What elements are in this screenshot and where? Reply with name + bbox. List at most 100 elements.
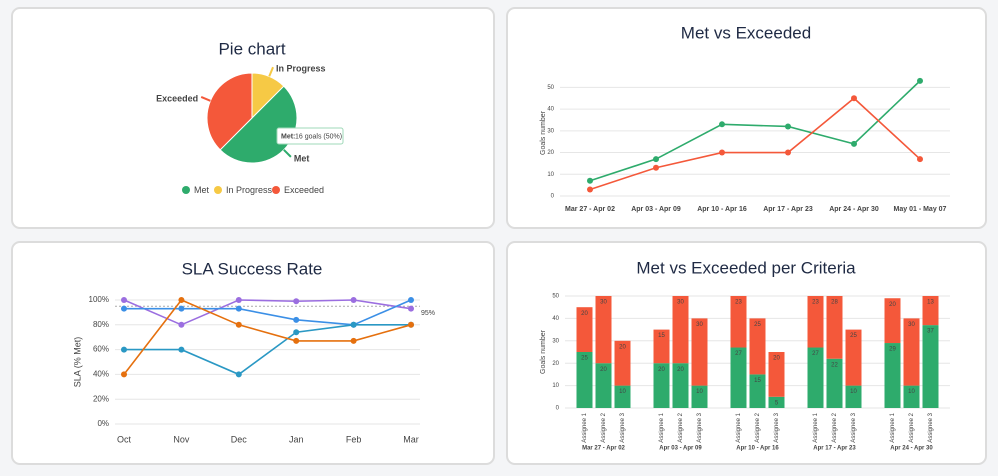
tooltip	[276, 127, 344, 145]
series-line	[589, 80, 921, 182]
group-label: Apr 03 - Apr 09	[659, 446, 702, 452]
data-label: 10	[850, 389, 857, 395]
x-tick-label: Assignee 2	[832, 412, 838, 442]
data-point	[350, 321, 357, 328]
data-label: 20	[677, 367, 684, 373]
slice-label: In Progress	[276, 64, 326, 74]
x-tick-label: Apr 17 - Apr 23	[763, 206, 813, 213]
bar-segment	[576, 352, 593, 408]
data-label: 13	[927, 300, 934, 306]
data-point	[235, 305, 242, 312]
bar-segment	[922, 296, 939, 326]
series-line	[123, 299, 412, 375]
leader-line	[200, 96, 211, 102]
legend-label: Met	[194, 185, 210, 195]
data-label: 22	[831, 362, 838, 368]
bar-segment	[807, 296, 824, 348]
x-tick-label: Mar	[403, 434, 419, 444]
data-label: 30	[677, 300, 684, 306]
bar-segment	[691, 318, 708, 386]
data-label: 23	[812, 300, 819, 306]
bar-segment	[749, 374, 766, 408]
data-point	[785, 123, 791, 130]
data-point	[121, 297, 127, 303]
group-label: Apr 24 - Apr 30	[890, 446, 933, 452]
data-point	[408, 305, 414, 312]
bar-segment	[730, 296, 747, 348]
x-tick-label: Jan	[289, 434, 304, 444]
bar-segment	[807, 347, 824, 408]
data-label: 37	[927, 329, 934, 335]
x-tick-label: Oct	[117, 434, 132, 444]
bar-segment	[922, 325, 939, 408]
x-tick-label: Apr 03 - Apr 09	[631, 206, 681, 213]
y-tick-label: 40	[547, 107, 554, 113]
panel	[506, 7, 987, 229]
bar-segment	[826, 296, 843, 359]
bar-segment	[595, 363, 612, 408]
bar-segment	[884, 298, 901, 344]
data-label: 10	[696, 389, 703, 395]
x-tick-label: Assignee 3	[697, 412, 703, 442]
data-point	[178, 346, 185, 353]
x-tick-label: Assignee 2	[755, 412, 761, 442]
data-label: 20	[658, 367, 665, 373]
bar-segment	[672, 363, 689, 408]
data-point	[293, 316, 300, 323]
y-tick-label: 0	[551, 194, 555, 200]
pie-slice	[206, 72, 253, 151]
data-label: 30	[908, 322, 915, 328]
x-tick-label: Nov	[173, 434, 190, 444]
chart-title: Met vs Exceeded	[681, 23, 811, 42]
y-tick-label: 40	[552, 316, 559, 322]
y-tick-label: 50	[552, 294, 559, 300]
data-point	[121, 346, 127, 353]
y-tick-label: 0%	[97, 419, 109, 428]
bar-segment	[653, 329, 670, 364]
data-point	[587, 177, 593, 184]
group-label: Apr 17 - Apr 23	[813, 446, 856, 452]
x-tick-label: Apr 24 - Apr 30	[829, 206, 879, 213]
x-tick-label: Feb	[346, 434, 362, 444]
series-line	[589, 97, 921, 191]
series-line	[124, 299, 412, 326]
bar-segment	[614, 385, 631, 408]
y-tick-label: 20%	[93, 394, 109, 403]
series-line	[123, 299, 412, 326]
data-point	[851, 95, 857, 102]
legend-label: In Progress	[226, 185, 273, 195]
data-point	[178, 305, 185, 312]
panel	[11, 241, 495, 465]
data-label: 25	[850, 333, 857, 339]
legend-swatch	[214, 186, 222, 194]
leader-line	[283, 149, 292, 158]
data-point	[350, 297, 357, 303]
y-axis-label: Goals number	[540, 110, 547, 155]
data-label: 20	[600, 367, 607, 373]
x-tick-label: Assignee 3	[928, 412, 934, 442]
bar-segment	[903, 385, 920, 408]
x-tick-label: Assignee 2	[678, 412, 684, 442]
data-point	[408, 321, 414, 328]
x-tick-label: Assignee 1	[582, 412, 588, 442]
slice-label: Exceeded	[156, 93, 198, 103]
legend-label: Exceeded	[284, 185, 324, 195]
data-label: 5	[775, 400, 779, 406]
x-tick-label: Dec	[231, 434, 248, 444]
x-tick-label: Assignee 2	[601, 412, 607, 442]
y-tick-label: 20	[547, 150, 554, 156]
y-tick-label: 0	[556, 406, 560, 412]
y-tick-label: 30	[547, 128, 554, 134]
bar-segment	[672, 296, 689, 364]
data-label: 15	[658, 333, 665, 339]
data-point	[785, 149, 791, 156]
bar-segment	[614, 340, 631, 386]
y-tick-label: 10	[552, 383, 559, 389]
data-point	[917, 77, 923, 84]
data-point	[653, 156, 659, 163]
data-label: 23	[735, 300, 742, 306]
data-point	[719, 121, 725, 128]
chart-title: Pie chart	[218, 39, 285, 58]
chart-title: Met vs Exceeded per Criteria	[636, 258, 856, 277]
data-point	[587, 186, 593, 193]
